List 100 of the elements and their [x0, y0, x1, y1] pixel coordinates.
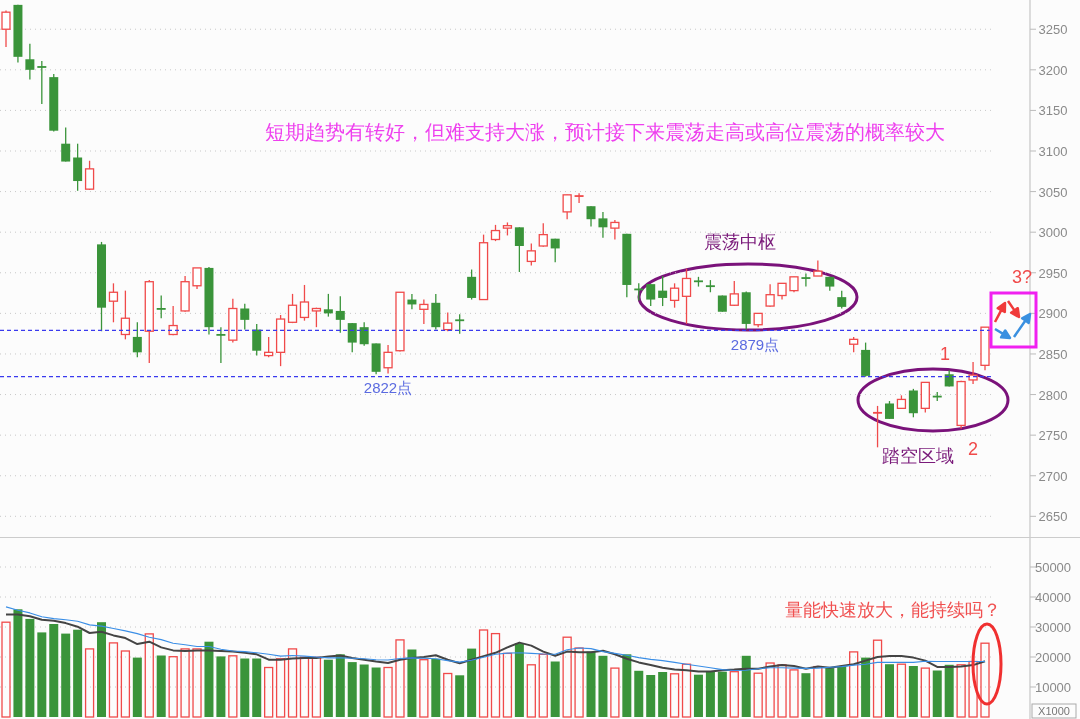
y-tick-label: 2900	[1038, 306, 1068, 322]
bar	[956, 664, 966, 718]
annotation: 2	[967, 439, 979, 459]
bar	[980, 642, 990, 718]
y-tick-label: 3150	[1038, 103, 1068, 119]
y-tick-label: 3000	[1038, 225, 1068, 241]
bar	[287, 648, 298, 718]
bar	[25, 618, 35, 717]
bar	[908, 666, 918, 717]
y-tick-label: 2650	[1038, 509, 1068, 525]
bar	[502, 652, 513, 718]
bar	[586, 651, 596, 717]
bar	[729, 671, 739, 718]
ref-line-label: 2879点	[730, 336, 780, 353]
bar	[156, 655, 166, 717]
bar	[801, 673, 811, 717]
y-tick-label: 2700	[1038, 468, 1068, 484]
bar	[490, 632, 501, 718]
bar	[646, 675, 656, 717]
bar	[311, 656, 322, 718]
bar	[37, 632, 47, 717]
y-tick-label: 40000	[1034, 590, 1072, 605]
bar	[884, 664, 894, 717]
bar	[443, 672, 453, 718]
bar	[192, 648, 202, 718]
bar	[837, 666, 847, 717]
y-tick-label: 2800	[1038, 387, 1068, 403]
bar	[944, 664, 954, 717]
bar	[968, 660, 978, 718]
bar	[299, 656, 310, 718]
y-tick-label: 10000	[1034, 680, 1072, 695]
bar	[97, 622, 107, 717]
bar	[610, 667, 620, 718]
y-tick-label: 50000	[1034, 560, 1072, 575]
bar	[777, 664, 787, 718]
bar	[252, 658, 262, 717]
bar	[872, 639, 883, 718]
bar	[431, 658, 441, 717]
bar	[741, 655, 751, 717]
bar	[669, 673, 680, 718]
text: 3?	[1011, 267, 1033, 287]
y-tick-label: 2850	[1038, 346, 1068, 362]
bar	[216, 656, 226, 717]
bar	[13, 609, 23, 717]
bar	[467, 648, 477, 717]
bar	[180, 648, 190, 718]
bar	[144, 633, 154, 718]
bar	[228, 655, 238, 718]
bar	[634, 670, 644, 717]
bar	[753, 672, 763, 718]
bar	[765, 662, 775, 718]
bar	[1, 621, 11, 718]
bar	[550, 661, 560, 717]
bar	[264, 666, 274, 718]
bar	[49, 624, 59, 717]
bar	[383, 666, 393, 718]
bar	[658, 672, 668, 717]
bar	[347, 662, 357, 717]
bar	[538, 653, 548, 718]
bar	[932, 670, 942, 717]
annotation: 震荡中枢	[704, 232, 776, 252]
bar	[896, 663, 907, 718]
bar	[622, 654, 632, 717]
bar	[395, 639, 405, 718]
bar	[275, 658, 286, 718]
bar	[108, 642, 119, 718]
bar	[562, 636, 572, 718]
bar	[84, 648, 95, 718]
y-tick-label: 20000	[1034, 650, 1072, 665]
y-tick-label: 2950	[1038, 265, 1068, 281]
bar	[478, 629, 489, 718]
y-tick-label: 3100	[1038, 144, 1068, 159]
bar	[526, 664, 536, 718]
bar	[717, 671, 727, 717]
bar	[335, 654, 345, 717]
bar	[849, 651, 859, 718]
bar	[574, 647, 584, 718]
bar	[371, 667, 381, 717]
bar	[693, 674, 703, 717]
bar	[359, 664, 369, 717]
bar	[825, 668, 835, 717]
bar	[61, 633, 71, 717]
bar	[132, 657, 142, 717]
annotation: 踏空区域	[882, 446, 954, 466]
y-tick-label: 3200	[1038, 62, 1068, 78]
annotation: 1	[939, 344, 951, 364]
bar	[598, 655, 608, 717]
bar	[419, 659, 429, 718]
y-tick-label: 3050	[1038, 184, 1068, 200]
bar	[861, 657, 871, 717]
y-axis-title: X1000	[1038, 705, 1070, 717]
bar	[204, 641, 214, 717]
bar	[323, 659, 333, 717]
y-tick-label: 2750	[1038, 428, 1068, 444]
bar	[455, 675, 465, 717]
y-tick-label: 3250	[1038, 22, 1068, 38]
annotation: 短期趋势有转好，但难支持大涨，预计接下来震荡走高或高位震荡的概率较大	[265, 121, 945, 143]
bar	[705, 671, 715, 717]
annotation: 量能快速放大，能持续吗？	[785, 600, 1001, 620]
bar	[514, 643, 524, 717]
